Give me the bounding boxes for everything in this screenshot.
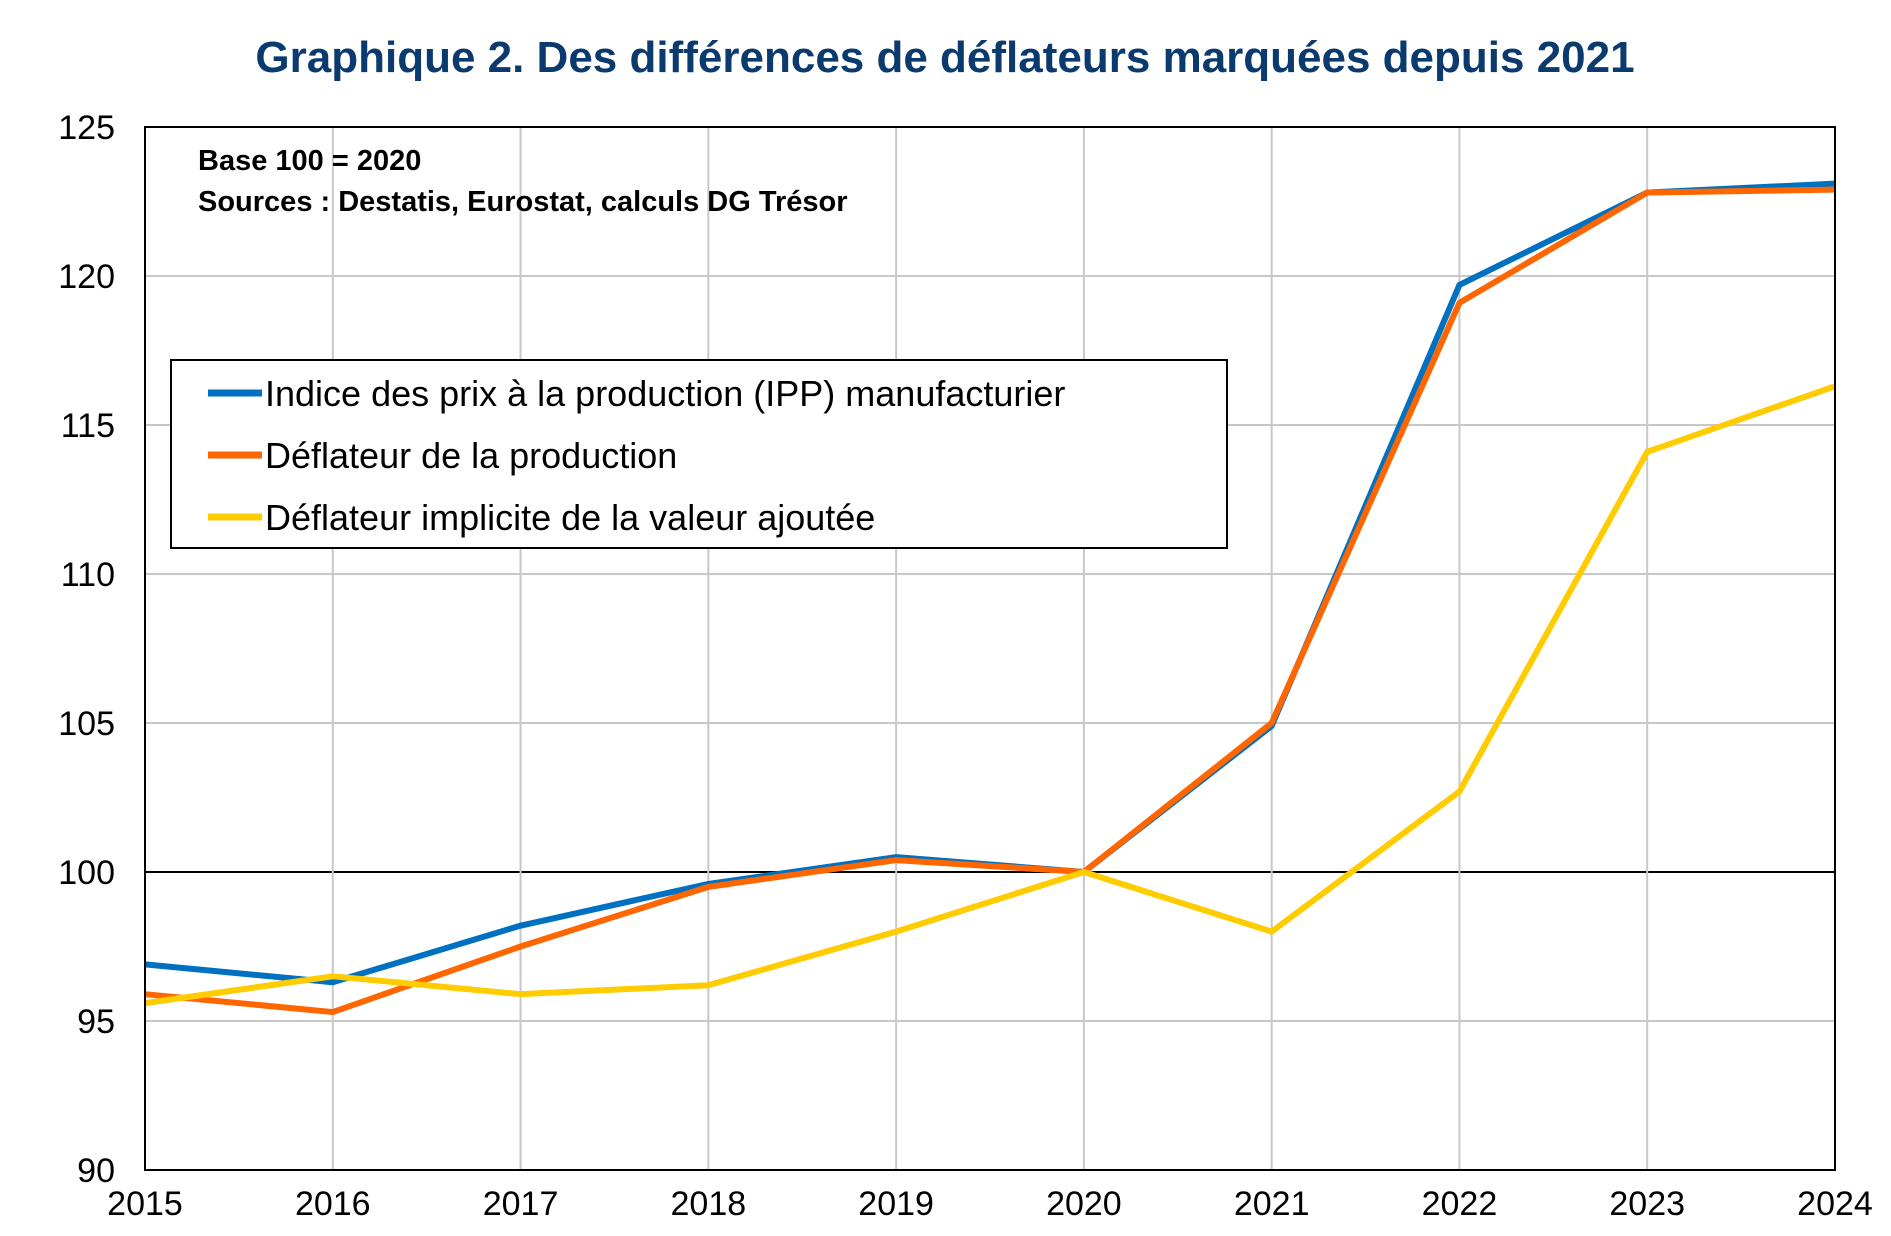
series-line-1: [144, 180, 1836, 986]
y-tick-label: 95: [77, 1003, 115, 1041]
y-tick-label: 110: [61, 556, 115, 594]
y-tick-label: 115: [61, 407, 115, 445]
legend-box: [170, 359, 1228, 549]
x-tick-label: 2016: [295, 1185, 371, 1223]
series-line-3: [144, 383, 1836, 1007]
legend-label: Indice des prix à la production (IPP) ma…: [265, 373, 1065, 414]
chart-title: Graphique 2. Des différences de déflateu…: [255, 33, 1634, 82]
note-sources: Sources : Destatis, Eurostat, calculs DG…: [198, 186, 848, 218]
y-tick-label: 90: [77, 1152, 115, 1190]
legend-label: Déflateur implicite de la valeur ajoutée: [265, 497, 875, 538]
x-tick-label: 2022: [1422, 1185, 1498, 1223]
x-tick-label: 2018: [671, 1185, 747, 1223]
series-lines: [144, 180, 1836, 1016]
note-base: Base 100 = 2020: [198, 145, 421, 177]
y-tick-label: 105: [58, 705, 115, 743]
legend-label: Déflateur de la production: [265, 435, 677, 476]
x-tick-label: 2024: [1797, 1185, 1873, 1223]
x-tick-label: 2015: [107, 1185, 183, 1223]
y-tick-label: 100: [58, 854, 115, 892]
tick-labels: 90 95 100 105 110 115 120 125 2015 2016 2017 2018 20…: [58, 109, 1873, 1223]
y-tick-label: 120: [58, 258, 115, 296]
x-tick-label: 2019: [858, 1185, 934, 1223]
x-tick-label: 2021: [1234, 1185, 1310, 1223]
x-tick-label: 2017: [483, 1185, 559, 1223]
series-line-2: [144, 186, 1836, 1016]
plot-frame: [144, 126, 1836, 1171]
legend: Indice des prix à la production (IPP) ma…: [170, 359, 1228, 549]
y-tick-label: 125: [58, 109, 115, 147]
x-tick-label: 2020: [1046, 1185, 1122, 1223]
grid: [144, 126, 1836, 1171]
x-tick-label: 2023: [1609, 1185, 1685, 1223]
